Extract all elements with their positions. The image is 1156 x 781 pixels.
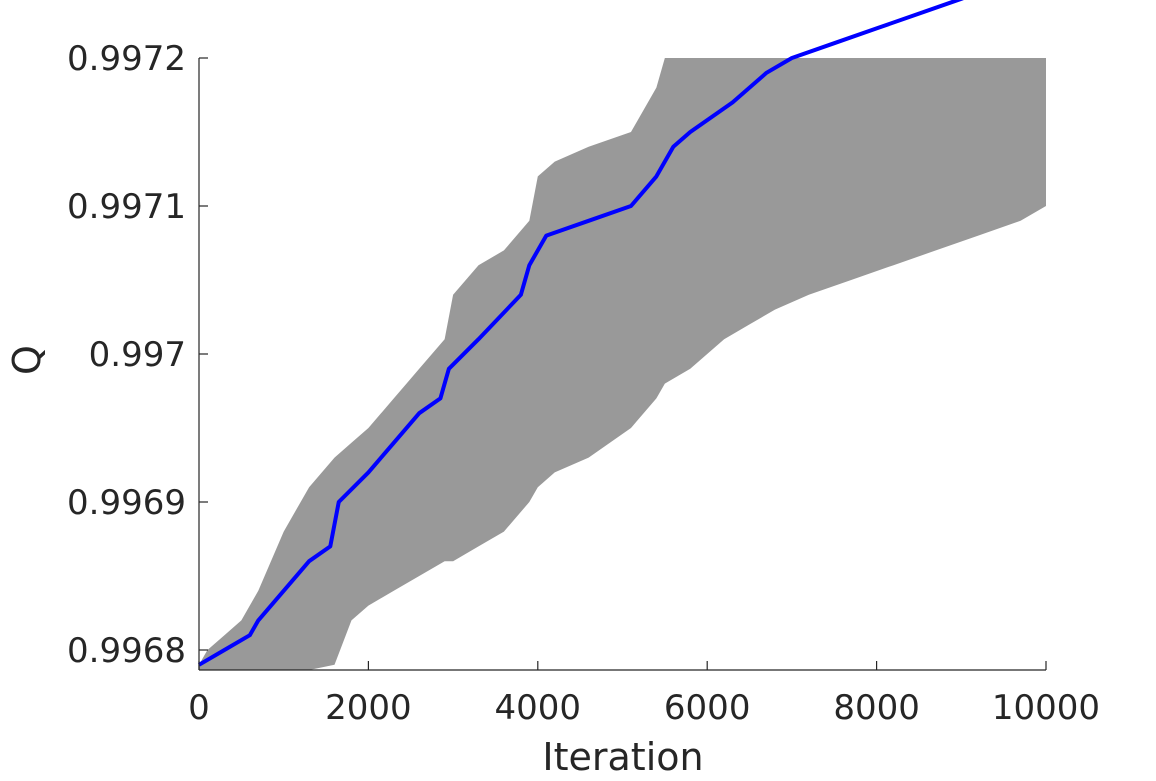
axes xyxy=(198,58,1046,671)
std-band xyxy=(199,58,1046,670)
mean-line-layer xyxy=(197,0,964,667)
y-tick-label: 0.9971 xyxy=(67,187,186,227)
y-tick-label: 0.9968 xyxy=(67,631,186,671)
y-ticks: 0.9968 0.9969 0.997 0.9971 0.9972 xyxy=(67,39,208,671)
x-tick-label: 0 xyxy=(188,688,210,728)
x-tick-label: 8000 xyxy=(833,688,920,728)
x-tick-label: 4000 xyxy=(495,688,582,728)
y-tick-label: 0.9969 xyxy=(67,483,186,523)
y-tick-label: 0.9972 xyxy=(67,39,186,79)
y-tick-label: 0.997 xyxy=(89,335,186,375)
confidence-band-layer xyxy=(199,58,1046,670)
x-tick-label: 6000 xyxy=(664,688,751,728)
x-axis-label: Iteration xyxy=(542,735,703,779)
y-axis-label: Q xyxy=(5,345,49,375)
x-tick-label: 10000 xyxy=(992,688,1100,728)
x-tick-label: 2000 xyxy=(325,688,412,728)
x-ticks: 0 2000 4000 6000 8000 10000 xyxy=(188,661,1100,728)
mean-q-line xyxy=(197,0,964,667)
